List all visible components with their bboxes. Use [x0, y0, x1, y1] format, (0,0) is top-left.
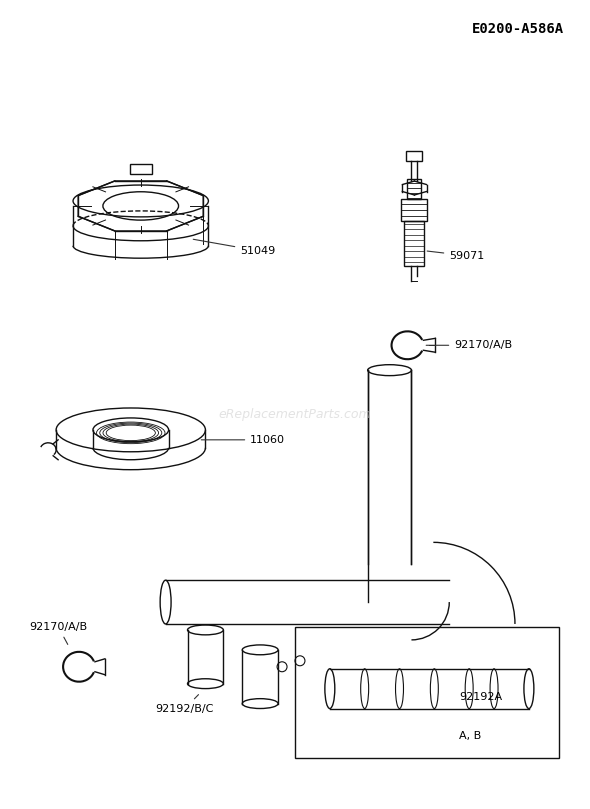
Bar — [405, 221, 424, 265]
Bar — [295, 627, 559, 758]
Text: 51049: 51049 — [194, 239, 276, 256]
Text: 92192/B/C: 92192/B/C — [156, 695, 214, 714]
Text: eReplacementParts.com: eReplacementParts.com — [219, 409, 371, 421]
Text: E0200-A586A: E0200-A586A — [471, 22, 563, 36]
Text: 92170/A/B: 92170/A/B — [30, 622, 87, 645]
Text: 92170/A/B: 92170/A/B — [426, 341, 512, 350]
Text: 92192A: 92192A — [459, 692, 502, 701]
Bar — [408, 179, 421, 199]
Text: 59071: 59071 — [427, 251, 484, 260]
Bar — [130, 164, 152, 174]
Bar — [402, 199, 427, 221]
Bar — [407, 151, 422, 161]
Text: A, B: A, B — [459, 731, 481, 741]
Text: 11060: 11060 — [201, 434, 285, 445]
